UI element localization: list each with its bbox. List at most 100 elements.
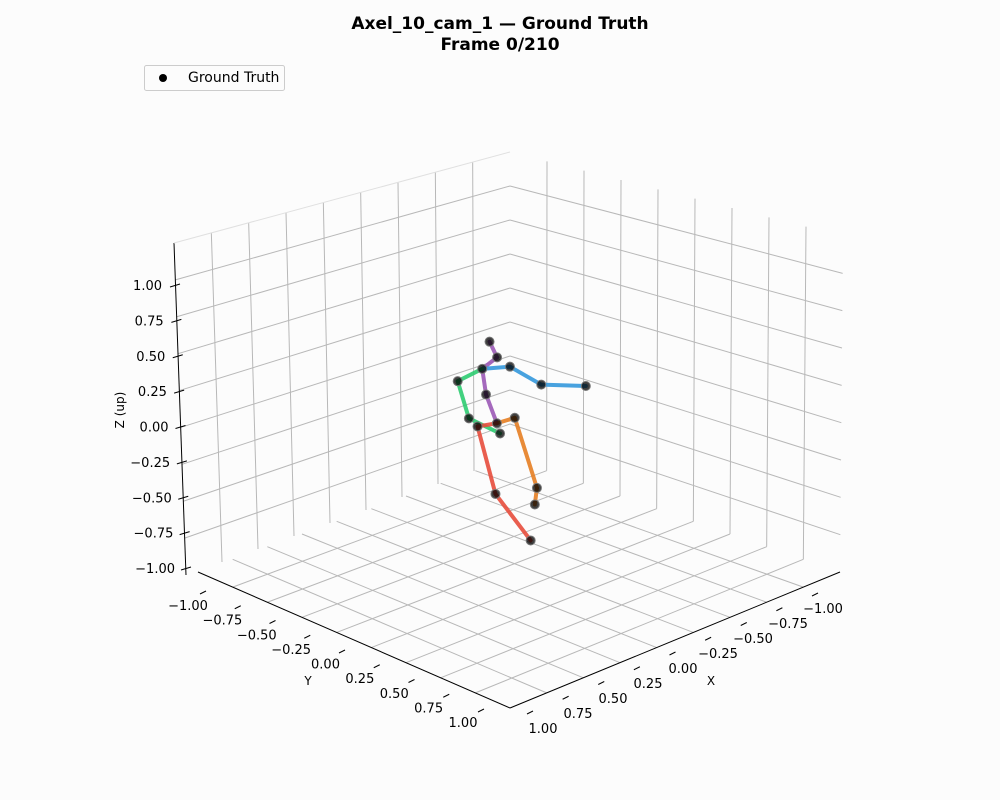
z-axis-line [173,242,187,576]
z-tick-label: 0.50 [136,350,165,365]
bone-spine-pelvis [484,392,499,426]
legend-label: Ground Truth [188,70,279,86]
y-tick-label: −0.75 [202,614,242,629]
left-gridline [183,389,511,502]
z-tick-label: 1.00 [133,279,162,294]
x-tick-mark [598,681,605,685]
floor-gridline [405,533,731,664]
joint-neck [492,352,503,363]
left-gridline [179,287,511,392]
right-gridline [729,207,733,535]
legend-box [144,65,285,91]
x-tick-label: −0.75 [768,617,808,632]
left-gridline [210,232,223,563]
legend-marker [159,74,167,82]
y-tick-label: 0.25 [345,672,374,687]
joint-pelvis [491,418,502,429]
pane-edge [173,151,511,244]
z-tick-mark [175,425,186,429]
bone-r_elbow-r_wrist [539,382,588,388]
x-tick-label: 1.00 [529,722,558,737]
x-tick-mark [740,622,747,626]
z-axis-label: Z (up) [113,392,127,429]
y-tick-mark [234,605,241,610]
floor-gridline [336,508,657,633]
y-tick-label: −1.00 [168,599,208,614]
floor-gridline [440,482,767,603]
y-tick-mark [269,620,276,624]
x-axis-line [509,571,841,709]
left-gridline [180,321,511,428]
joint-r_hip [509,412,520,423]
x-tick-label: −1.00 [803,602,843,617]
left-gridline [248,222,259,550]
right-gridline [509,389,841,498]
right-gridline [619,179,622,497]
skeleton-bones [455,339,588,543]
z-tick-mark [180,566,192,571]
floor-gridline [440,546,767,679]
joint-l_ankle [525,535,536,546]
right-gridline [509,219,843,312]
x-tick-label: 0.25 [634,677,663,692]
joint-spine [481,389,492,400]
y-tick-label: 0.50 [380,687,409,702]
grid [175,161,843,694]
joint-r_elbow [536,379,547,390]
right-gridline [509,423,841,536]
z-tick-label: 0.75 [135,314,164,329]
y-tick-mark [373,664,380,669]
floor-gridline [301,533,621,664]
y-tick-mark [338,649,346,654]
x-tick-mark [669,651,676,656]
right-gridline [509,185,843,274]
y-axis-label: Y [303,674,312,688]
z-tick-label: −0.75 [134,527,174,542]
x-axis-label: X [707,674,715,688]
floor-gridline [371,508,694,633]
y-tick-label: 1.00 [449,716,478,731]
right-gridline [509,287,842,386]
z-tick-label: −1.00 [135,562,175,577]
bone-r_hip-r_knee [512,415,539,490]
left-gridline [184,423,511,539]
z-tick-mark [173,389,185,394]
joint-head [484,336,495,347]
legend: Ground Truth [144,65,285,91]
z-tick-label: −0.50 [132,491,172,506]
chart-title: Axel_10_cam_1 — Ground Truth [351,14,648,34]
left-gridline [434,172,439,485]
right-gridline [509,321,842,424]
y-tick-mark [408,679,415,683]
z-tick-label: 0.25 [138,385,167,400]
floor-gridline [267,546,584,679]
z-tick-mark [178,495,189,500]
left-gridline [177,253,511,355]
joint-thorax [477,363,488,374]
x-tick-label: −0.50 [733,632,773,647]
z-tick-mark [176,460,188,465]
z-tick-labels: 1.00 0.75 0.50 0.25 0.00 −0.25 −0.50 −0.75 −1.00 [130,279,192,577]
left-gridline [322,202,331,524]
z-tick-mark [172,354,183,359]
left-gridline [176,219,511,318]
x-tick-mark [526,710,534,715]
bone-l_knee-l_ankle [493,491,533,543]
joint-l_shoulder [452,376,463,387]
left-gridline [181,355,511,465]
z-tick-mark [169,283,181,288]
floor-gridline [232,558,547,694]
right-gridline [692,198,696,522]
x-tick-mark [704,636,712,641]
x-tick-label: 0.00 [669,662,698,677]
left-gridline [397,182,403,498]
x-tick-label: 0.50 [599,692,628,707]
joint-l_elbow [463,413,474,424]
joint-l_knee [490,488,501,499]
left-gridline [360,192,367,511]
skeleton-joints [452,336,591,546]
left-gridline [285,212,295,537]
joint-r_knee [531,482,542,493]
x-tick-mark [562,695,569,700]
